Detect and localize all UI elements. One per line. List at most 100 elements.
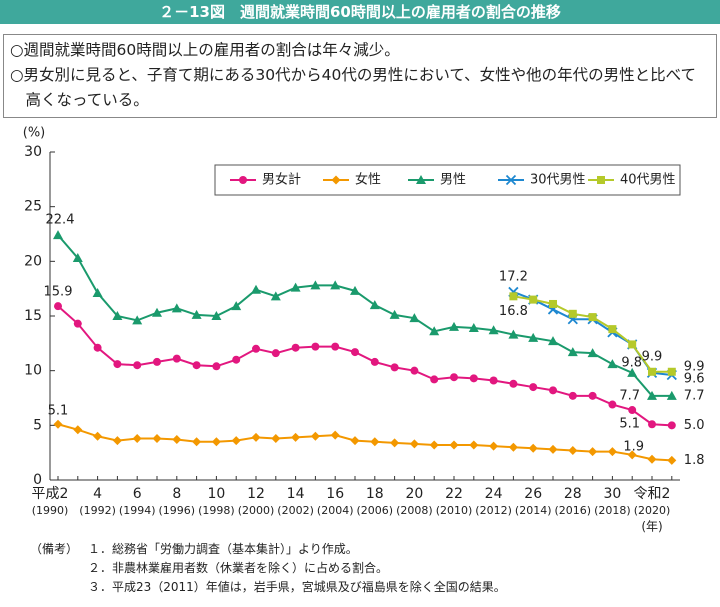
point <box>192 437 202 447</box>
y-tick-label: 10 <box>24 363 42 379</box>
x-tick-label: 30 <box>603 486 621 502</box>
legend-label: 男性 <box>440 173 466 188</box>
summary-item: ○男女別に見ると、子育て期にある30代から40代の男性において、女性や他の年代の… <box>10 66 696 109</box>
value-label: 17.2 <box>499 269 528 284</box>
header-title: ２－13図 週間就業時間60時間以上の雇用者の割合の推移 <box>0 0 720 24</box>
x-tick-year: (2018) <box>594 504 631 517</box>
point <box>450 373 458 382</box>
point <box>351 348 359 357</box>
y-tick-label: 15 <box>24 308 42 324</box>
point <box>628 406 637 415</box>
point <box>113 360 122 369</box>
x-tick-year: (1996) <box>159 504 196 517</box>
point <box>588 313 597 322</box>
point <box>231 436 241 446</box>
point <box>311 342 320 351</box>
y-tick-label: 5 <box>33 417 42 433</box>
point <box>529 383 538 392</box>
point <box>549 299 557 308</box>
series-line <box>57 305 672 427</box>
value-label: 9.9 <box>642 349 663 364</box>
value-label: 5.1 <box>619 417 640 432</box>
series-line <box>57 423 672 462</box>
x-tick-label: 22 <box>445 486 463 502</box>
point <box>53 419 63 429</box>
y-tick-label: 20 <box>24 253 42 269</box>
value-label: 16.8 <box>499 304 528 319</box>
point <box>172 435 182 445</box>
value-label: 1.8 <box>684 453 705 468</box>
x-tick-year: (2006) <box>357 504 394 517</box>
point <box>330 430 340 440</box>
point <box>469 440 479 450</box>
notes-label: （備考） <box>30 542 79 556</box>
point <box>666 390 677 400</box>
point <box>667 421 676 430</box>
point <box>648 420 656 429</box>
point <box>449 321 459 331</box>
note: １．総務省「労働力調査（基本集計）」より作成。 <box>88 542 358 556</box>
x-tick-year: (2016) <box>555 504 592 517</box>
x-tick-year: (1990) <box>32 504 69 517</box>
x-tick-label: 4 <box>93 486 102 502</box>
legend-label: 男女計 <box>262 172 301 188</box>
point <box>152 307 162 317</box>
point <box>588 447 598 457</box>
point <box>53 230 63 240</box>
point <box>568 309 577 318</box>
point <box>369 300 380 310</box>
y-tick-label: 25 <box>24 199 42 215</box>
legend-marker <box>331 175 341 185</box>
point <box>627 450 637 460</box>
value-label: 22.4 <box>46 213 75 228</box>
point <box>648 367 656 376</box>
summary-item: ○週間就業時間60時間以上の雇用者の割合は年々減少。 <box>10 41 400 59</box>
x-tick-year: (2008) <box>396 504 433 517</box>
chart: (%) 0 5 10 15 20 25 30 平成2 (1990) 4 (1992) 6 (1994) 8 (… <box>23 126 705 534</box>
point <box>112 436 122 446</box>
note: ２．非農林業雇用者数（休業者を除く）に占める割合。 <box>88 561 389 575</box>
value-label: 15.9 <box>44 285 73 300</box>
point <box>112 311 123 320</box>
value-label: 1.9 <box>623 440 644 455</box>
x-tick-year: (2014) <box>515 504 552 517</box>
x-tick-year: (1994) <box>119 504 156 517</box>
point <box>93 431 103 441</box>
point <box>468 323 479 333</box>
point <box>587 348 598 358</box>
legend-marker <box>505 174 517 186</box>
x-tick-year: (1992) <box>79 504 116 517</box>
point <box>231 301 242 311</box>
value-label: 7.7 <box>619 388 640 403</box>
value-label: 9.6 <box>684 372 705 387</box>
point <box>251 432 261 442</box>
point <box>549 386 557 395</box>
point <box>152 433 162 443</box>
point <box>310 280 321 290</box>
point <box>251 284 261 294</box>
point <box>370 437 380 447</box>
y-axis-label: (%) <box>23 126 46 141</box>
point <box>132 315 143 325</box>
point <box>370 357 379 366</box>
point <box>429 440 439 450</box>
x-tick-label: 28 <box>564 486 582 502</box>
point <box>429 326 440 336</box>
point <box>331 342 340 351</box>
point <box>489 376 498 385</box>
y-tick-label: 30 <box>24 144 42 160</box>
point <box>647 454 657 464</box>
point <box>627 367 638 377</box>
x-tick-year: (2000) <box>238 504 275 517</box>
point <box>191 309 202 319</box>
x-tick-label: 18 <box>366 486 384 502</box>
point <box>73 319 82 328</box>
point <box>509 292 518 301</box>
point <box>291 343 300 352</box>
point <box>93 343 102 352</box>
point <box>469 374 478 383</box>
point <box>568 391 577 400</box>
point <box>409 313 420 323</box>
point <box>271 433 281 443</box>
point <box>390 438 400 448</box>
